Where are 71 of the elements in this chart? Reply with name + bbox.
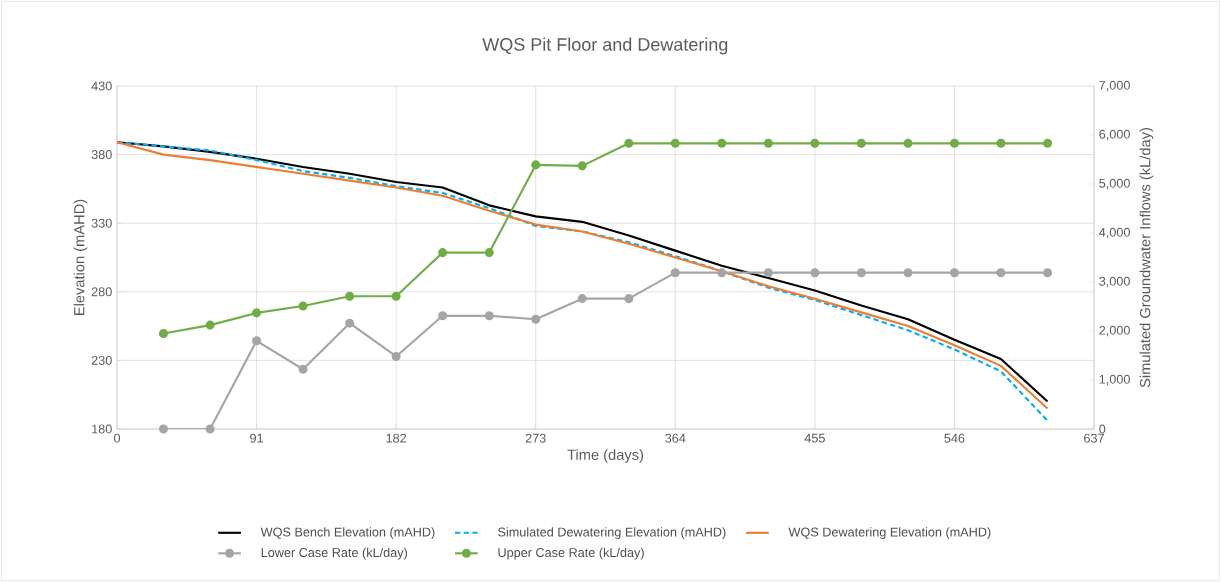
point [438,311,448,321]
point [856,268,866,278]
y-tick-label: 280 [91,287,112,297]
y-tick-label: 430 [91,81,112,91]
point [577,294,587,304]
point [949,268,959,278]
legend-label: Simulated Dewatering Elevation (mAHD) [498,527,726,540]
y2-axis-title: Simulated Groundwater Inflows (kL/day) [1139,128,1154,388]
y2-tick-label: 2,000 [1099,325,1130,337]
point [298,301,308,311]
y-tick-label: 180 [92,424,112,434]
point [903,268,913,278]
y2-tick-label: 6,000 [1099,129,1130,141]
y2-tick-label: 3,000 [1099,276,1130,288]
point [810,268,820,278]
point [717,268,727,278]
point [624,294,634,304]
y2-tick-label: 5,000 [1099,178,1130,190]
point [158,328,169,338]
point [205,320,215,330]
point [531,314,541,324]
point [763,268,773,278]
x-tick-label: 0 [113,433,121,443]
point [763,138,773,148]
point [717,138,727,148]
x-tick-label: 455 [804,433,825,443]
chart-title: WQS Pit Floor and Dewatering [482,37,728,55]
point [1043,268,1053,278]
point [391,351,401,362]
y-tick-label: 380 [91,150,112,160]
legend-label: Upper Case Rate (kL/day) [498,547,644,560]
y-tick-label: 330 [91,218,112,228]
x-axis-title: Time (days) [567,449,644,463]
point [158,424,169,434]
point [252,308,262,318]
point [624,138,634,148]
point [391,291,401,301]
point [949,138,959,148]
point [903,138,913,148]
point [345,318,355,328]
point [345,291,355,301]
point [670,268,680,278]
point [484,311,494,321]
x-tick-label: 364 [665,433,686,443]
legend-label: WQS Dewatering Elevation (mAHD) [788,527,991,540]
y2-tick-label: 7,000 [1099,80,1130,92]
point [205,424,215,434]
point [1043,138,1053,148]
x-tick-label: 273 [525,433,546,443]
y-axis-title: Elevation (mAHD) [73,199,88,315]
x-tick-label: 546 [944,433,965,443]
point [298,364,308,374]
point [252,336,262,346]
point [531,160,541,170]
point [996,268,1006,278]
x-tick-label: 637 [1084,433,1104,443]
point [810,138,820,148]
point [484,248,494,258]
x-tick-label: 91 [250,433,263,443]
point [438,248,448,258]
legend-label: Lower Case Rate (kL/day) [261,547,407,560]
point [670,138,680,148]
point [996,138,1006,148]
y2-tick-label: 1,000 [1099,374,1130,386]
x-tick-label: 182 [386,433,407,443]
point [577,161,587,171]
y-tick-label: 230 [91,355,112,365]
legend-label: WQS Bench Elevation (mAHD) [260,527,435,539]
point [856,138,866,148]
y2-tick-label: 0 [1099,424,1106,434]
y2-tick-label: 4,000 [1099,227,1130,239]
